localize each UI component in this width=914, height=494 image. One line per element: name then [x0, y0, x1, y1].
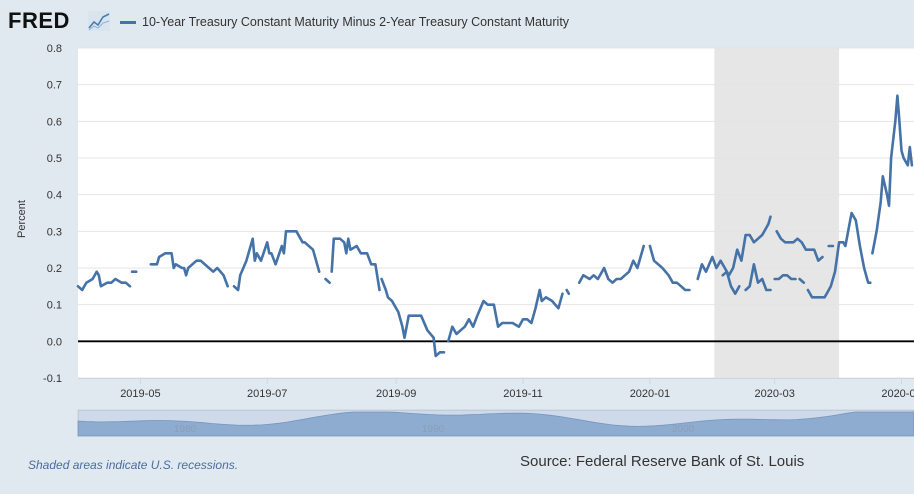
series-line-segment[interactable]	[149, 252, 229, 288]
y-tick-label: 0.8	[47, 43, 62, 55]
y-tick-label: -0.1	[43, 373, 62, 385]
source-credit: Source: Federal Reserve Bank of St. Loui…	[520, 453, 805, 470]
y-tick-label: 0.4	[47, 190, 62, 202]
legend[interactable]: 10-Year Treasury Constant Maturity Minus…	[120, 15, 569, 29]
series-line-segment[interactable]	[648, 244, 691, 292]
y-tick-label: 0.1	[47, 300, 62, 312]
series-line-segment[interactable]	[76, 270, 132, 292]
recession-shading	[714, 48, 840, 378]
x-tick-label: 2019-11	[503, 388, 543, 400]
series-line-segment[interactable]	[696, 215, 772, 281]
series-line-segment[interactable]	[773, 273, 797, 281]
x-tick-label: 2019-07	[247, 388, 287, 400]
x-tick-label: 2019-09	[376, 388, 416, 400]
y-tick-label: 0.6	[47, 116, 62, 128]
series-line-segment[interactable]	[871, 94, 914, 255]
chart-header: FRED 10-Year Treasury Constant Maturity …	[0, 0, 914, 44]
x-tick-label: 2020-03	[754, 388, 794, 400]
y-tick-label: 0.2	[47, 263, 62, 275]
series-line-segment[interactable]	[330, 237, 381, 292]
x-tick-label: 2020-05	[881, 388, 914, 400]
y-tick-label: 0.3	[47, 226, 62, 238]
series-line-segment[interactable]	[806, 211, 872, 299]
navigator-label: 1980	[174, 424, 197, 435]
sparkline-icon	[88, 11, 110, 31]
navigator-label: 1990	[422, 424, 445, 435]
y-tick-label: 0.7	[47, 80, 62, 92]
series-line-segment[interactable]	[744, 262, 772, 292]
recession-note: Shaded areas indicate U.S. recessions.	[28, 458, 239, 472]
series-line-segment[interactable]	[324, 277, 331, 285]
x-tick-label: 2020-01	[630, 388, 670, 400]
x-tick-label: 2019-05	[120, 388, 160, 400]
series-line-segment[interactable]	[232, 230, 321, 292]
series-line-segment[interactable]	[380, 277, 446, 358]
series-line-segment[interactable]	[577, 244, 646, 285]
series-line-segment[interactable]	[775, 230, 824, 263]
series-line-segment[interactable]	[446, 288, 564, 343]
series-line-segment[interactable]	[565, 288, 571, 296]
navigator-label: 2000	[672, 424, 695, 435]
series-line-segment[interactable]	[721, 270, 741, 296]
series-line-segment[interactable]	[798, 277, 806, 285]
navigator-series-area	[77, 411, 914, 437]
legend-label: 10-Year Treasury Constant Maturity Minus…	[142, 15, 570, 29]
navigator-selection[interactable]	[78, 410, 914, 436]
y-tick-label: 0.0	[47, 336, 62, 348]
fred-logo[interactable]: FRED	[8, 8, 70, 33]
y-tick-label: 0.5	[47, 153, 62, 165]
legend-swatch	[120, 20, 136, 24]
